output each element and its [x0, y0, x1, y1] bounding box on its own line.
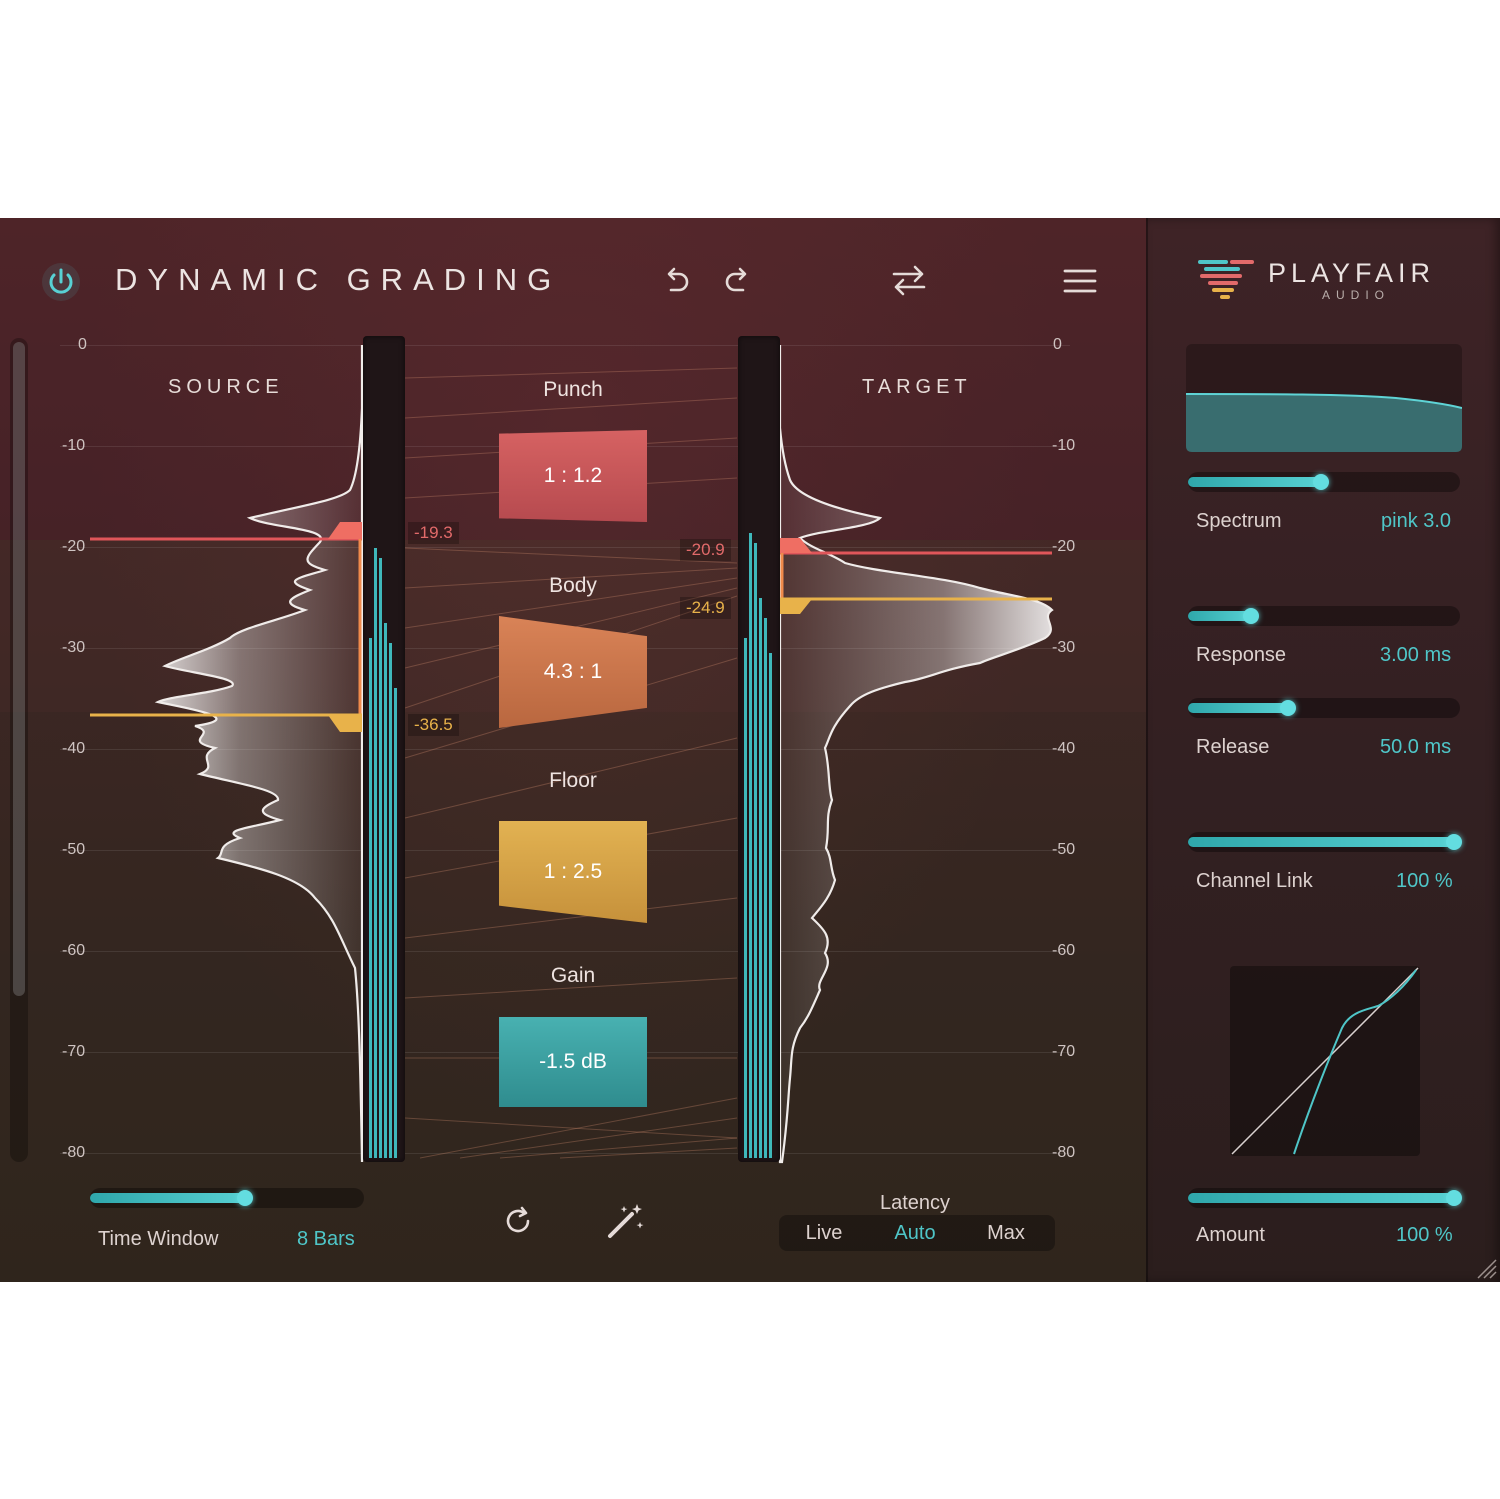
gain-label: Gain: [550, 964, 596, 987]
grid-line: [60, 951, 1070, 952]
scale-tick-right: -70: [1052, 1043, 1076, 1060]
scale-tick-left: -30: [62, 639, 86, 656]
floor-ratio-box[interactable]: 1 : 2.5: [499, 821, 647, 923]
scale-tick-left: -10: [62, 437, 86, 454]
target-threshold-high-handle: [780, 538, 812, 553]
transfer-curve-display: [1230, 966, 1420, 1156]
grid-line: [60, 345, 1070, 346]
hamburger-menu-icon[interactable]: [1062, 266, 1098, 296]
scale-tick-right: -10: [1052, 437, 1076, 454]
scale-tick-left: -50: [62, 841, 86, 858]
body-ratio-box[interactable]: 4.3 : 1: [499, 616, 647, 728]
transfer-curve: [1293, 969, 1417, 1155]
source-threshold-low-handle: [328, 715, 362, 732]
spectrum-value[interactable]: pink 3.0: [1381, 510, 1452, 532]
target-level-meter: [738, 336, 780, 1162]
punch-ratio-box[interactable]: 1 : 1.2: [499, 430, 647, 522]
channel-link-slider[interactable]: [1188, 832, 1462, 852]
amount-label: Amount: [1196, 1224, 1265, 1246]
scale-tick-right: -40: [1052, 740, 1076, 757]
sidebar: PLAYFAIR AUDIO Spectrum pink 3.0 Respons…: [1146, 218, 1500, 1282]
source-level-meter: [363, 336, 405, 1162]
scale-tick-right: -30: [1052, 639, 1076, 656]
brand-name: PLAYFAIR: [1268, 258, 1436, 288]
scale-tick-right: -20: [1052, 538, 1076, 555]
source-histogram: [154, 345, 364, 1163]
distribution-graphs: [90, 345, 1054, 1164]
mapping-lines: [404, 367, 738, 1159]
swap-arrows-icon[interactable]: [890, 262, 928, 298]
redo-icon[interactable]: [722, 264, 754, 296]
brand-sub: AUDIO: [1322, 288, 1391, 302]
release-slider[interactable]: [1188, 698, 1460, 718]
source-label: SOURCE: [168, 376, 284, 398]
spectrum-label: Spectrum: [1196, 510, 1282, 532]
resize-handle-icon[interactable]: [1474, 1256, 1498, 1280]
body-label: Body: [549, 574, 597, 597]
latency-selector: Live Auto Max: [779, 1215, 1055, 1251]
response-slider[interactable]: [1188, 606, 1460, 626]
grid-line: [60, 1153, 1070, 1154]
target-high-readout: -20.9: [680, 539, 731, 561]
spectrum-display: [1186, 344, 1462, 452]
plugin-title: DYNAMIC GRADING: [115, 262, 562, 297]
magic-wand-icon[interactable]: [604, 1200, 646, 1242]
source-low-readout: -36.5: [408, 714, 459, 736]
spectrum-slider[interactable]: [1188, 472, 1460, 492]
target-low-readout: -24.9: [680, 597, 731, 619]
time-window-value[interactable]: 8 Bars: [297, 1228, 355, 1250]
latency-option-auto[interactable]: Auto: [894, 1222, 936, 1244]
reset-icon[interactable]: [500, 1203, 536, 1239]
punch-label: Punch: [543, 378, 603, 401]
undo-icon[interactable]: [660, 264, 692, 296]
scale-tick-left: -80: [62, 1144, 86, 1161]
scale-tick-right: -60: [1052, 942, 1076, 959]
source-threshold-high-handle: [328, 522, 362, 539]
response-value[interactable]: 3.00 ms: [1380, 644, 1452, 666]
playfair-logo-icon: [1198, 260, 1254, 299]
scale-tick-right: -80: [1052, 1144, 1076, 1161]
scrollbar-thumb[interactable]: [13, 342, 25, 996]
amount-value[interactable]: 100 %: [1396, 1224, 1453, 1246]
plugin-window: DYNAMIC GRADING 0 0 -10 -10 -20 -20 -30 -30 -40 -…: [0, 218, 1500, 1282]
scrollbar-track[interactable]: [10, 338, 28, 1162]
unity-line: [1231, 967, 1419, 1155]
grid-line: [60, 547, 1070, 548]
scale-tick-left: -70: [62, 1043, 86, 1060]
scale-tick-left: -20: [62, 538, 86, 555]
response-label: Response: [1196, 644, 1287, 666]
target-label: TARGET: [862, 376, 972, 398]
latency-option-max[interactable]: Max: [987, 1222, 1025, 1244]
grid-line: [60, 749, 1070, 750]
scale-tick-right: -50: [1052, 841, 1076, 858]
scale-tick-left: -40: [62, 740, 86, 757]
release-value[interactable]: 50.0 ms: [1380, 736, 1452, 758]
floor-band: [0, 712, 1146, 1282]
target-histogram: [778, 345, 1054, 1164]
time-window-slider[interactable]: [90, 1188, 364, 1208]
scale-tick-right: 0: [1053, 336, 1062, 353]
channel-link-value[interactable]: 100 %: [1396, 870, 1453, 892]
latency-option-live[interactable]: Live: [805, 1222, 843, 1244]
release-label: Release: [1196, 736, 1270, 758]
floor-label: Floor: [549, 769, 597, 792]
time-window-label: Time Window: [98, 1228, 219, 1250]
source-high-readout: -19.3: [408, 522, 459, 544]
gain-box[interactable]: -1.5 dB: [499, 1017, 647, 1107]
amount-slider[interactable]: [1188, 1188, 1462, 1208]
target-threshold-low-handle: [780, 599, 812, 614]
latency-label: Latency: [880, 1192, 951, 1214]
power-icon[interactable]: [41, 262, 81, 302]
scale-tick-left: -60: [62, 942, 86, 959]
scale-tick-left: 0: [78, 336, 87, 353]
channel-link-label: Channel Link: [1196, 870, 1313, 892]
